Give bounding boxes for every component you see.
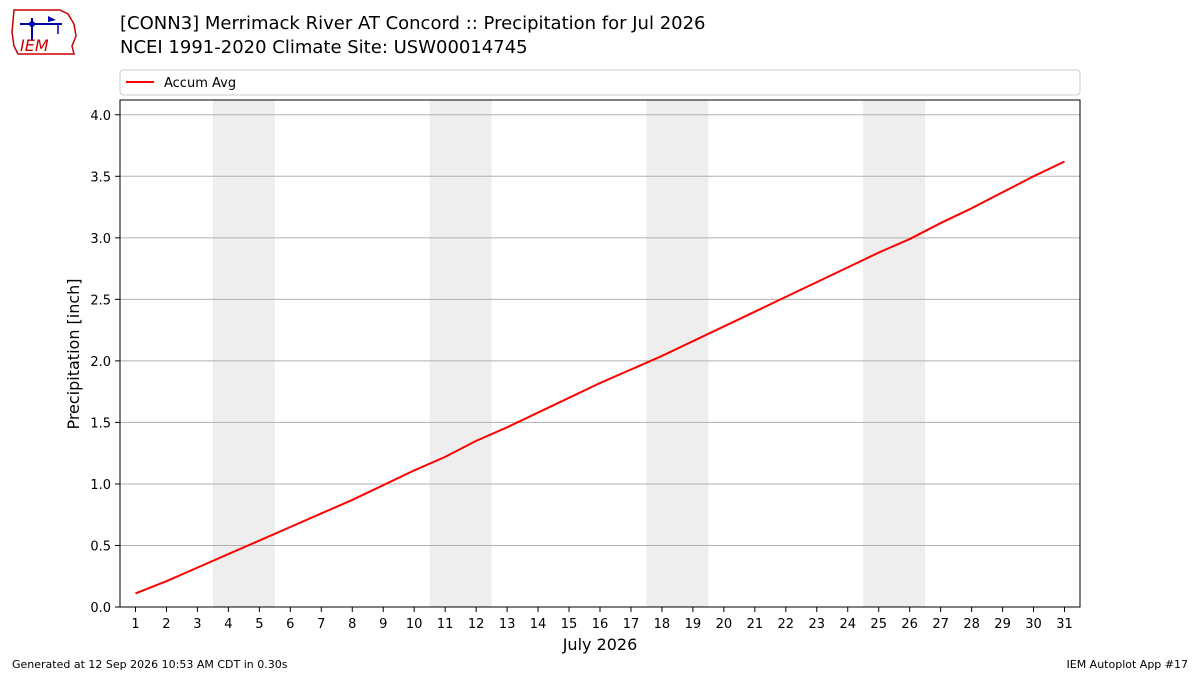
x-tick-label: 31: [1056, 617, 1073, 632]
weather-station-icon: [20, 16, 62, 40]
weekend-band-3: [646, 100, 709, 607]
y-tick-label: 0.5: [90, 539, 111, 554]
x-tick-label: 10: [406, 617, 423, 632]
y-tick-label: 0.0: [90, 601, 111, 616]
x-axis-ticks: 1 2 3 4 5 6 7 8 9 10 11 12 13 14 15 16 17 18 19 20 21 22 23 24 2…: [131, 607, 1073, 632]
legend-box: [119, 69, 1081, 96]
x-tick-label: 3: [193, 617, 201, 632]
x-tick-label: 30: [1025, 617, 1042, 632]
x-tick-label: 1: [131, 617, 139, 632]
series-line-accum-avg: [135, 160, 1065, 595]
weekend-bands: [212, 100, 926, 607]
x-tick-label: 24: [839, 617, 856, 632]
y-tick-label: 2.5: [90, 293, 111, 308]
y-tick-label: 1.5: [90, 416, 111, 431]
x-tick-label: 28: [963, 617, 980, 632]
series-lines: [135, 160, 1065, 595]
x-tick-label: 16: [592, 617, 609, 632]
x-tick-label: 9: [379, 617, 387, 632]
x-tick-label: 8: [348, 617, 356, 632]
y-tick-label: 3.5: [90, 170, 111, 185]
x-tick-label: 5: [255, 617, 263, 632]
x-tick-label: 13: [499, 617, 516, 632]
x-tick-label: 11: [437, 617, 454, 632]
legend: Accum Avg: [119, 69, 1081, 96]
x-axis-label: July 2026: [562, 635, 638, 654]
x-tick-label: 20: [716, 617, 733, 632]
chart-title: [CONN3] Merrimack River AT Concord :: Pr…: [120, 13, 706, 34]
weekend-band-1: [212, 100, 275, 607]
x-tick-label: 29: [994, 617, 1011, 632]
iem-logo: IEM: [11, 9, 77, 55]
y-tick-label: 1.0: [90, 478, 111, 493]
x-tick-label: 6: [286, 617, 294, 632]
y-tick-label: 4.0: [90, 109, 111, 124]
x-tick-label: 19: [685, 617, 702, 632]
x-tick-label: 22: [778, 617, 795, 632]
x-tick-label: 15: [561, 617, 578, 632]
y-axis-label: Precipitation [inch]: [64, 278, 83, 429]
x-tick-label: 21: [747, 617, 764, 632]
logo-text: IEM: [20, 36, 49, 55]
x-tick-label: 7: [317, 617, 325, 632]
chart-subtitle: NCEI 1991-2020 Climate Site: USW00014745: [120, 37, 528, 58]
y-tick-label: 3.0: [90, 232, 111, 247]
x-tick-label: 25: [870, 617, 887, 632]
x-tick-label: 26: [901, 617, 918, 632]
x-tick-label: 12: [468, 617, 485, 632]
iowa-outline-icon: [11, 9, 77, 55]
x-tick-label: 17: [623, 617, 640, 632]
weekend-band-2: [429, 100, 492, 607]
x-tick-label: 18: [654, 617, 671, 632]
generated-timestamp: Generated at 12 Sep 2026 10:53 AM CDT in…: [12, 658, 288, 671]
x-tick-label: 2: [162, 617, 170, 632]
weekend-band-4: [863, 100, 926, 607]
y-axis-ticks: 0.0 0.5 1.0 1.5 2.0 2.5 3.0 3.5 4.0: [90, 109, 120, 616]
y-tick-label: 2.0: [90, 355, 111, 370]
x-tick-label: 27: [932, 617, 949, 632]
x-tick-label: 14: [530, 617, 547, 632]
legend-label: Accum Avg: [164, 76, 236, 91]
app-credit: IEM Autoplot App #17: [1066, 658, 1189, 671]
x-tick-label: 23: [809, 617, 826, 632]
x-tick-label: 4: [224, 617, 232, 632]
